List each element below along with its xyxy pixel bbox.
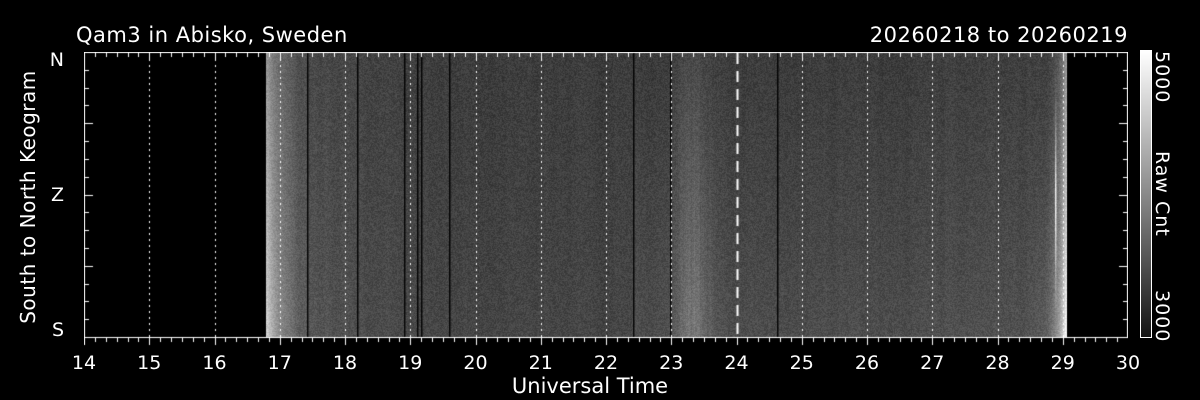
x-tick-label: 19: [398, 352, 423, 374]
x-tick-label: 23: [659, 352, 684, 374]
colorbar: [1140, 50, 1152, 338]
y-tick-label: N: [49, 49, 64, 71]
x-tick-label: 18: [332, 352, 358, 374]
colorbar-max-label: 5000: [1151, 51, 1173, 104]
colorbar-min-label: 3000: [1151, 290, 1173, 343]
x-tick-label: 16: [202, 352, 227, 374]
x-tick-label: 22: [593, 352, 619, 374]
x-tick-label: 21: [528, 352, 553, 374]
y-tick-label: S: [51, 319, 64, 341]
x-tick-label: 29: [1050, 352, 1075, 374]
x-tick-label: 26: [854, 352, 880, 374]
colorbar-title: Raw Cnt: [1151, 151, 1173, 237]
date-range-title: 20260218 to 20260219: [869, 23, 1128, 47]
plot-title: Qam3 in Abisko, Sweden: [76, 23, 348, 47]
x-tick-label: 20: [463, 352, 488, 374]
y-tick-label: Z: [50, 184, 64, 206]
x-tick-label: 30: [1115, 352, 1141, 374]
x-tick-label: 17: [267, 352, 292, 374]
x-tick-label: 24: [724, 352, 749, 374]
keogram-plot-canvas: [84, 52, 1128, 348]
x-tick-label: 15: [137, 352, 162, 374]
x-tick-label: 27: [920, 352, 945, 374]
x-tick-label: 25: [789, 352, 814, 374]
x-tick-label: 28: [985, 352, 1010, 374]
x-tick-label: 14: [71, 352, 97, 374]
x-axis-label: Universal Time: [511, 374, 669, 398]
